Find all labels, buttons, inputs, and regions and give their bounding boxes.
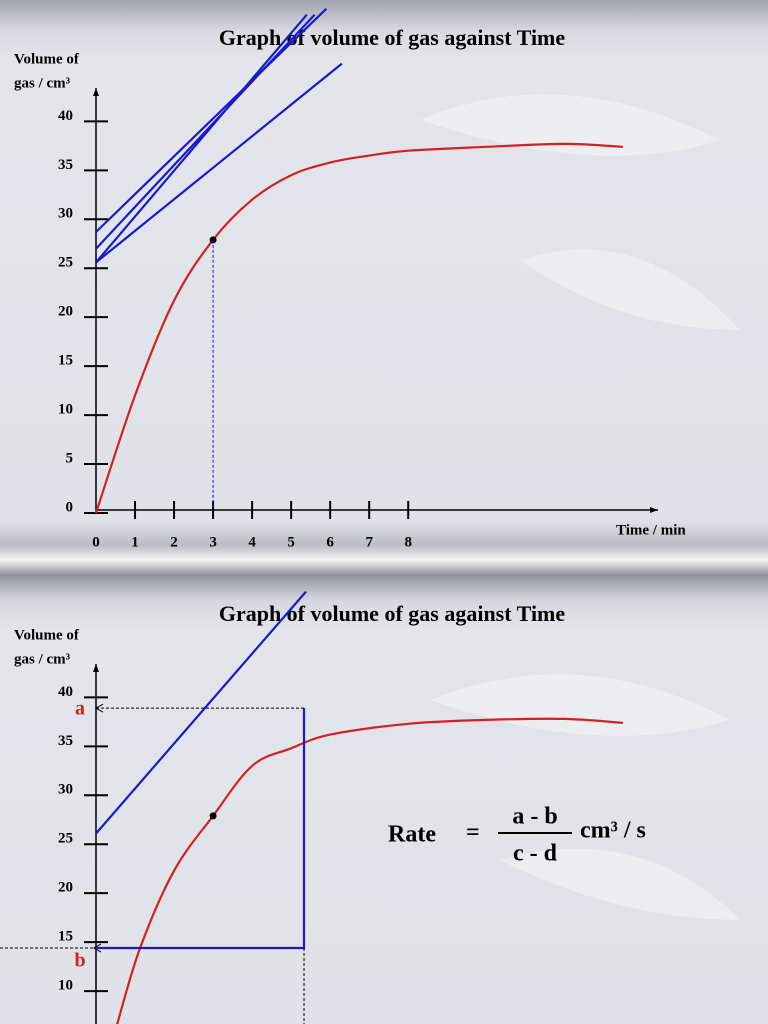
y-axis-arrow (93, 88, 99, 96)
construction-line (95, 13, 316, 250)
chart-title: Graph of volume of gas against Time (219, 601, 566, 626)
curve (94, 142, 623, 514)
marker-label: b (74, 950, 85, 972)
x-tick-label: 3 (209, 534, 217, 550)
chart-title: Graph of volume of gas against Time (219, 25, 566, 50)
y-axis-label: gas / cm³ (14, 651, 71, 667)
y-tick-label: 25 (58, 831, 73, 847)
y-axis-arrow (93, 664, 99, 672)
y-tick-label: 20 (58, 304, 73, 320)
y-tick-label: 0 (66, 499, 74, 515)
y-axis-label: gas / cm³ (14, 75, 71, 91)
y-tick-label: 30 (58, 782, 73, 798)
formula-denominator: c - d (513, 841, 558, 867)
x-tick-label: 0 (92, 534, 100, 550)
formula-numerator: a - b (512, 804, 557, 830)
y-axis-label: Volume of (14, 51, 80, 67)
leaf-decor (420, 94, 740, 920)
formula-unit: cm³ / s (580, 818, 646, 844)
construction-line (95, 13, 308, 264)
point (209, 812, 217, 820)
marker-label: a (75, 698, 85, 720)
x-tick-label: 4 (248, 534, 256, 550)
y-tick-label: 20 (58, 880, 73, 896)
y-tick-label: 35 (58, 733, 73, 749)
marker-arrow (92, 943, 102, 953)
y-tick-label: 40 (58, 684, 73, 700)
y-tick-label: 15 (58, 353, 73, 369)
construction-line (95, 590, 307, 835)
x-tick-label: 5 (287, 534, 295, 550)
y-tick-label: 35 (58, 157, 73, 173)
x-tick-label: 8 (404, 534, 412, 550)
formula-eq: = (466, 820, 480, 846)
construction-line (96, 708, 306, 950)
y-tick-label: 5 (66, 450, 74, 466)
y-tick-label: 15 (58, 929, 73, 945)
construction-line (95, 62, 343, 264)
y-tick-label: 25 (58, 255, 73, 271)
x-axis-arrow (650, 507, 658, 513)
marker-arrow (94, 703, 104, 713)
x-tick-label: 7 (365, 534, 373, 550)
x-tick-label: 2 (170, 534, 178, 550)
y-tick-label: 10 (58, 402, 73, 418)
y-tick-label: 10 (58, 978, 73, 994)
formula-lhs: Rate (388, 822, 436, 848)
construction-line (95, 8, 328, 233)
x-axis-label: Time / min (616, 522, 686, 538)
curve (116, 717, 623, 1024)
y-tick-label: 30 (58, 206, 73, 222)
y-tick-label: 40 (58, 108, 73, 124)
x-tick-label: 1 (131, 534, 139, 550)
y-axis-label: Volume of (14, 627, 80, 643)
x-tick-label: 6 (326, 534, 334, 550)
